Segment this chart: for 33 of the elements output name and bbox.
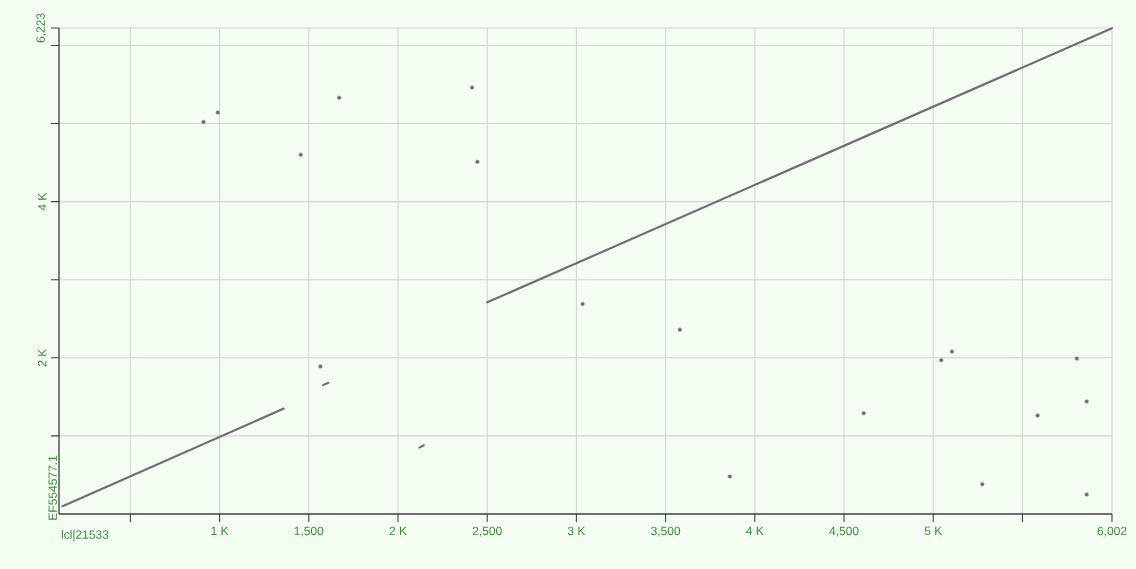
- y-tick-label: 4 K: [38, 192, 47, 211]
- point: [1074, 356, 1079, 361]
- x-tick-label: 1 K: [211, 526, 229, 535]
- y-tick-label: 2 K: [37, 348, 47, 367]
- point: [1084, 399, 1089, 404]
- x-tick-label: 4 K: [746, 526, 764, 535]
- x-tick-label: 1,500: [294, 526, 324, 537]
- x-tick-label: 2 K: [389, 526, 407, 536]
- point: [470, 85, 475, 90]
- point: [677, 327, 682, 332]
- point: [215, 110, 220, 115]
- point: [980, 482, 985, 487]
- point: [949, 349, 954, 354]
- point: [727, 474, 732, 479]
- x-tick-label: 2,500: [472, 526, 502, 537]
- point: [201, 119, 206, 124]
- point: [1035, 413, 1040, 418]
- x-tick-label: 3 K: [567, 526, 586, 536]
- point: [475, 159, 480, 164]
- point: [1084, 492, 1089, 497]
- x-tick-label: 6,002: [1097, 526, 1127, 537]
- y-tick-label: 6,223: [36, 13, 47, 43]
- x-axis-title: lcl|21533: [61, 530, 109, 542]
- y-axis-title: EF554577.1: [48, 455, 57, 520]
- x-tick-label: 5 K: [924, 526, 943, 536]
- x-tick-label: 4,500: [829, 526, 859, 537]
- point: [939, 358, 944, 363]
- point: [861, 411, 866, 416]
- x-tick-label: 3,500: [651, 526, 681, 537]
- point: [318, 364, 323, 369]
- point: [337, 95, 342, 100]
- point: [580, 301, 585, 306]
- point: [298, 152, 303, 157]
